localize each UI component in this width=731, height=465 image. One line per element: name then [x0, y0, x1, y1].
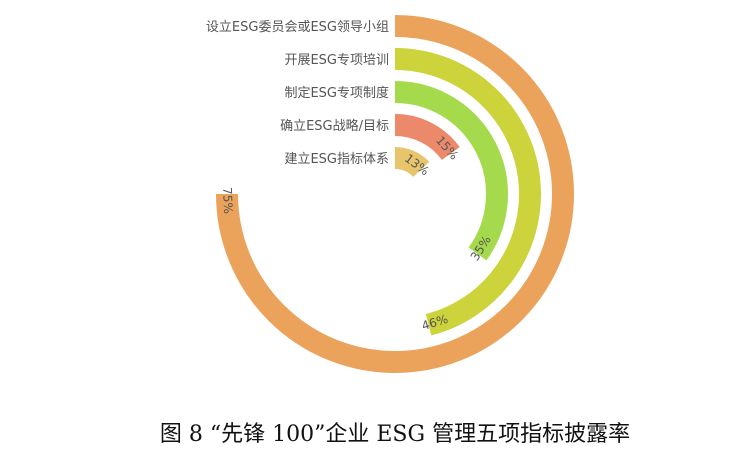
value-label: 75%: [220, 187, 235, 214]
category-label: 确立ESG战略/目标: [280, 118, 389, 134]
arc-bar: [394, 147, 430, 178]
arc-bar: [216, 15, 574, 373]
arc-bar: [394, 48, 541, 336]
category-label: 建立ESG指标体系: [284, 152, 389, 167]
arc-bar: [394, 81, 508, 261]
category-label: 开展ESG专项培训: [284, 52, 389, 68]
figure-caption: 图 8 “先锋 100”企业 ESG 管理五项指标披露率: [159, 422, 631, 447]
value-label: 13%: [402, 151, 432, 178]
arc-bar: [394, 114, 460, 161]
category-label: 制定ESG专项制度: [284, 85, 389, 101]
category-label: 设立ESG委员会或ESG领导小组: [206, 20, 389, 35]
